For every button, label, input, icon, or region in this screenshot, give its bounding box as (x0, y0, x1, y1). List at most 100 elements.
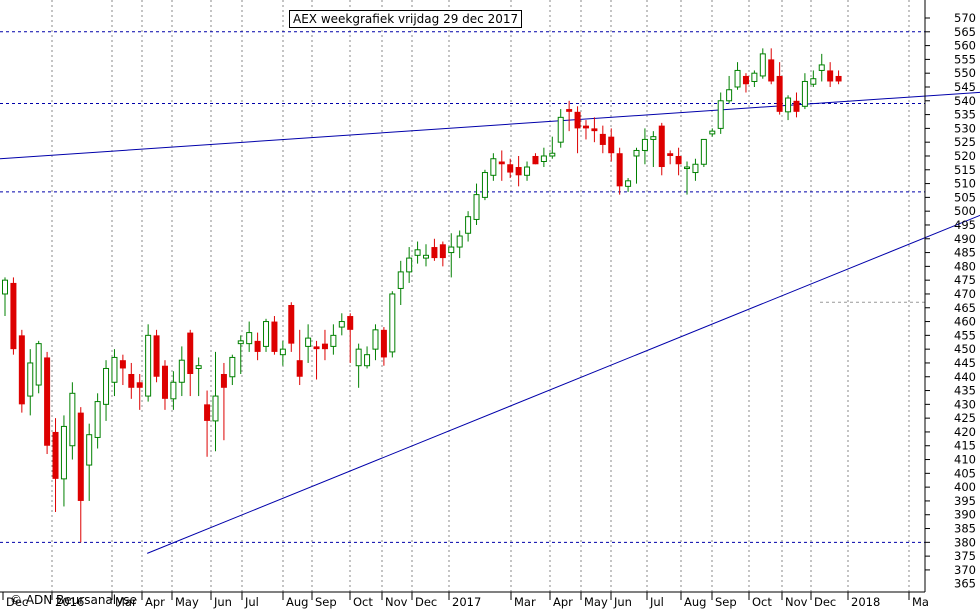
trendline-g (0, 91, 980, 160)
candle-body-up (684, 166, 691, 170)
y-tick-label: 455 (954, 328, 976, 342)
candle-body-up (111, 356, 118, 383)
y-tick-label: 430 (954, 397, 976, 411)
candle-body-up (69, 392, 76, 447)
candle-body-up (364, 354, 371, 367)
y-tick-label: 395 (954, 494, 976, 508)
y-tick-label: 470 (954, 287, 976, 301)
x-tick-label: Dec (814, 595, 836, 609)
candle-body-up (481, 172, 488, 198)
x-tick-label: May (175, 595, 199, 609)
y-tick-label: 540 (954, 94, 976, 108)
x-axis-ticks: Dec 2016 Mar Apr May Jun Jul Aug Sep Oct Nov Dec 201… (2, 592, 929, 609)
candle-body-up (103, 367, 110, 405)
candle-body-down (793, 100, 800, 112)
candle-body-up (549, 152, 556, 157)
candle-body-down (128, 373, 135, 388)
y-tick-label: 380 (954, 535, 976, 549)
candle-body-up (263, 321, 270, 347)
candle-body-down (582, 125, 589, 129)
candle-body-down (768, 59, 775, 82)
candle-body-down (431, 247, 438, 259)
y-tick-label: 415 (954, 439, 976, 453)
candle-body-down (835, 75, 842, 82)
x-tick-label: Jul (649, 595, 664, 609)
axes (0, 0, 926, 593)
x-tick-label: Apr (553, 595, 573, 609)
candlesticks (2, 48, 842, 543)
candle-body-up (237, 340, 244, 345)
candle-body-down (153, 335, 160, 377)
y-tick-label: 545 (954, 80, 976, 94)
candle-body-down (288, 305, 295, 344)
candle-body-down (380, 329, 387, 358)
x-tick-label: Jun (613, 595, 632, 609)
candle-body-up (94, 401, 101, 438)
candle-body-down (220, 373, 227, 388)
candle-body-down (608, 136, 615, 154)
y-tick-label: 565 (954, 25, 976, 39)
x-tick-label: Oct (353, 595, 373, 609)
candle-body-down (119, 360, 126, 369)
x-tick-label: Dec (415, 595, 437, 609)
x-tick-label: Sep (315, 595, 337, 609)
candle-body-down (204, 404, 211, 421)
y-tick-label: 525 (954, 135, 976, 149)
candle-body-up (490, 158, 497, 176)
candle-body-down (313, 346, 320, 350)
y-tick-label: 450 (954, 342, 976, 356)
y-tick-label: 370 (954, 563, 976, 577)
y-tick-label: 365 (954, 577, 976, 591)
candle-body-up (330, 334, 337, 347)
candle-body-up (641, 138, 648, 151)
candle-body-up (406, 257, 413, 273)
x-tick-label: Sep (715, 595, 737, 609)
candle-body-up (692, 163, 699, 174)
chart-title: AEX weekgrafiek vrijdag 29 dec 2017 (289, 10, 523, 28)
y-tick-label: 375 (954, 549, 976, 563)
y-tick-label: 480 (954, 259, 976, 273)
candle-body-down (136, 382, 143, 388)
candle-body-down (574, 111, 581, 129)
y-tick-label: 400 (954, 480, 976, 494)
candle-body-down (532, 155, 539, 165)
plot-background (0, 0, 925, 589)
candle-body-down (187, 332, 194, 374)
candle-body-up (305, 337, 312, 347)
y-tick-label: 550 (954, 66, 976, 80)
candle-body-down (591, 128, 598, 132)
candle-body-up (178, 359, 185, 383)
y-tick-label: 535 (954, 108, 976, 122)
candle-body-up (86, 434, 93, 466)
candle-body-down (77, 412, 84, 501)
y-tick-label: 440 (954, 370, 976, 384)
candle-body-down (321, 343, 328, 350)
candle-body-up (818, 64, 825, 71)
x-tick-label: Apr (145, 595, 165, 609)
candle-body-down (599, 133, 606, 145)
candle-body-up (229, 356, 236, 378)
y-axis-ticks: 3703753803853903954004054104154204254304… (925, 11, 976, 591)
candle-body-down (161, 365, 168, 399)
y-tick-label: 495 (954, 218, 976, 232)
y-tick-label: 435 (954, 384, 976, 398)
candle-body-down (296, 360, 303, 377)
candle-body-up (2, 279, 8, 295)
candle-body-up (389, 293, 396, 353)
x-tick-label: Dec (6, 595, 28, 609)
y-tick-label: 520 (954, 149, 976, 163)
candle-body-down (742, 75, 749, 85)
candle-body-up (650, 136, 657, 140)
x-tick-label: Mar (514, 595, 536, 609)
y-tick-label: 425 (954, 411, 976, 425)
horizontal-levels (0, 31, 925, 543)
candle-body-up (170, 381, 177, 400)
candle-body-down (271, 321, 278, 352)
x-tick-label: Jun (213, 595, 232, 609)
y-tick-label: 560 (954, 39, 976, 53)
x-tick-label: Jul (244, 595, 259, 609)
candle-body-up (810, 78, 817, 85)
y-tick-label: 485 (954, 246, 976, 260)
candle-body-up (801, 80, 808, 107)
x-tick-label: 2017 (452, 595, 481, 609)
